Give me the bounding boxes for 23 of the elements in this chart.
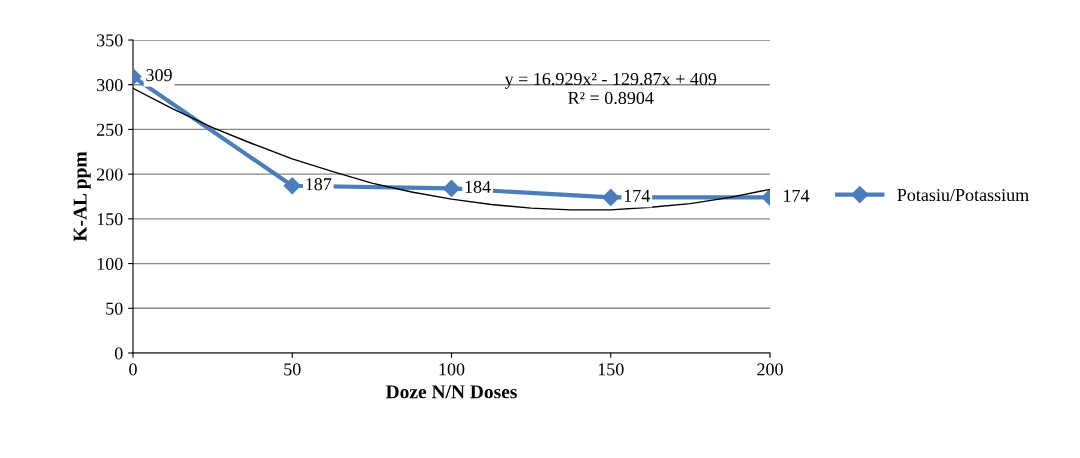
data-label: 174	[784, 189, 810, 202]
y-tick-label: 50	[106, 302, 123, 315]
y-tick-label: 0	[114, 347, 123, 360]
y-tick-label: 250	[96, 123, 123, 136]
x-tick-label: 100	[439, 363, 465, 376]
data-label: 184	[465, 180, 491, 193]
point	[442, 179, 461, 198]
x-tick-label: 200	[757, 363, 783, 376]
y-tick-label: 200	[96, 168, 123, 181]
data-label: 174	[624, 189, 651, 202]
y-axis-title: K-AL ppm	[73, 151, 91, 242]
y-tick-label: 350	[97, 34, 123, 47]
x-tick-label: 150	[598, 363, 624, 376]
x-tick-label: 50	[284, 363, 301, 376]
y-tick-label: 100	[97, 257, 123, 271]
data-label: 187	[306, 178, 332, 191]
annotation: y = 16.929x² - 129.87x + 409 R² = 0.8904	[504, 72, 717, 105]
x-axis-title: Doze N/N Doses	[385, 385, 517, 399]
x-tick-label: 0	[129, 363, 137, 376]
data-label: 309	[146, 69, 172, 82]
legend-label: Potasiu/Potassium	[897, 188, 1029, 202]
y-tick-label: 300	[97, 78, 123, 92]
y-tick-label: 150	[97, 213, 123, 226]
